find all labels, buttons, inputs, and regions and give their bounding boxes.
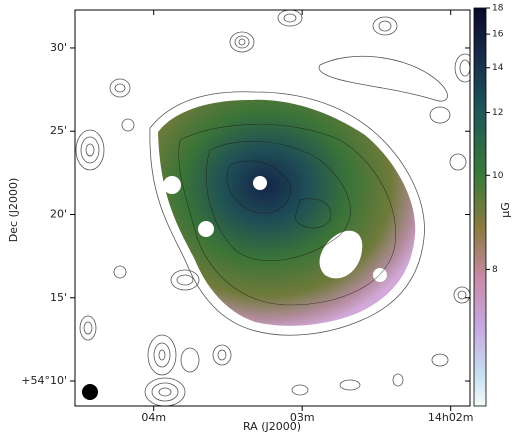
y-tick-label: 20' xyxy=(50,207,67,220)
figure: RA (J2000) Dec (J2000) μG 04m03m14h02m30… xyxy=(0,0,515,436)
colorbar-tick-label: 18 xyxy=(492,4,504,14)
y-tick-label: 15' xyxy=(50,291,67,304)
colorbar-tick-label: 8 xyxy=(492,265,498,275)
colorbar-tick-label: 14 xyxy=(492,63,504,73)
x-tick-label: 03m xyxy=(290,411,315,424)
y-tick-label: 30' xyxy=(50,41,67,54)
colorbar xyxy=(474,8,486,406)
colorbar-label: μG xyxy=(499,202,512,218)
colorbar-tick-label: 10 xyxy=(492,171,504,181)
y-tick-label: 25' xyxy=(50,124,67,137)
colorbar-tick-label: 16 xyxy=(492,30,504,40)
map-image xyxy=(76,10,475,406)
x-tick-label: 14h02m xyxy=(428,411,474,424)
y-tick-label: +54°10' xyxy=(21,374,67,387)
colorbar-tick-label: 12 xyxy=(492,108,503,118)
y-axis-label: Dec (J2000) xyxy=(7,178,20,243)
x-tick-label: 04m xyxy=(141,411,166,424)
